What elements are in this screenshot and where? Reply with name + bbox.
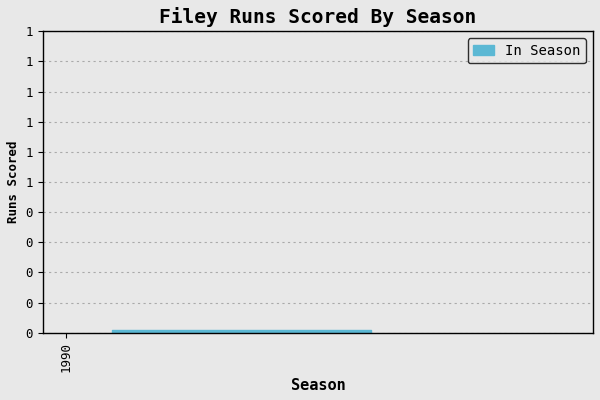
Title: Filey Runs Scored By Season: Filey Runs Scored By Season	[159, 7, 476, 27]
Y-axis label: Runs Scored: Runs Scored	[7, 141, 20, 223]
X-axis label: Season: Season	[290, 378, 345, 393]
Legend: In Season: In Season	[467, 38, 586, 63]
